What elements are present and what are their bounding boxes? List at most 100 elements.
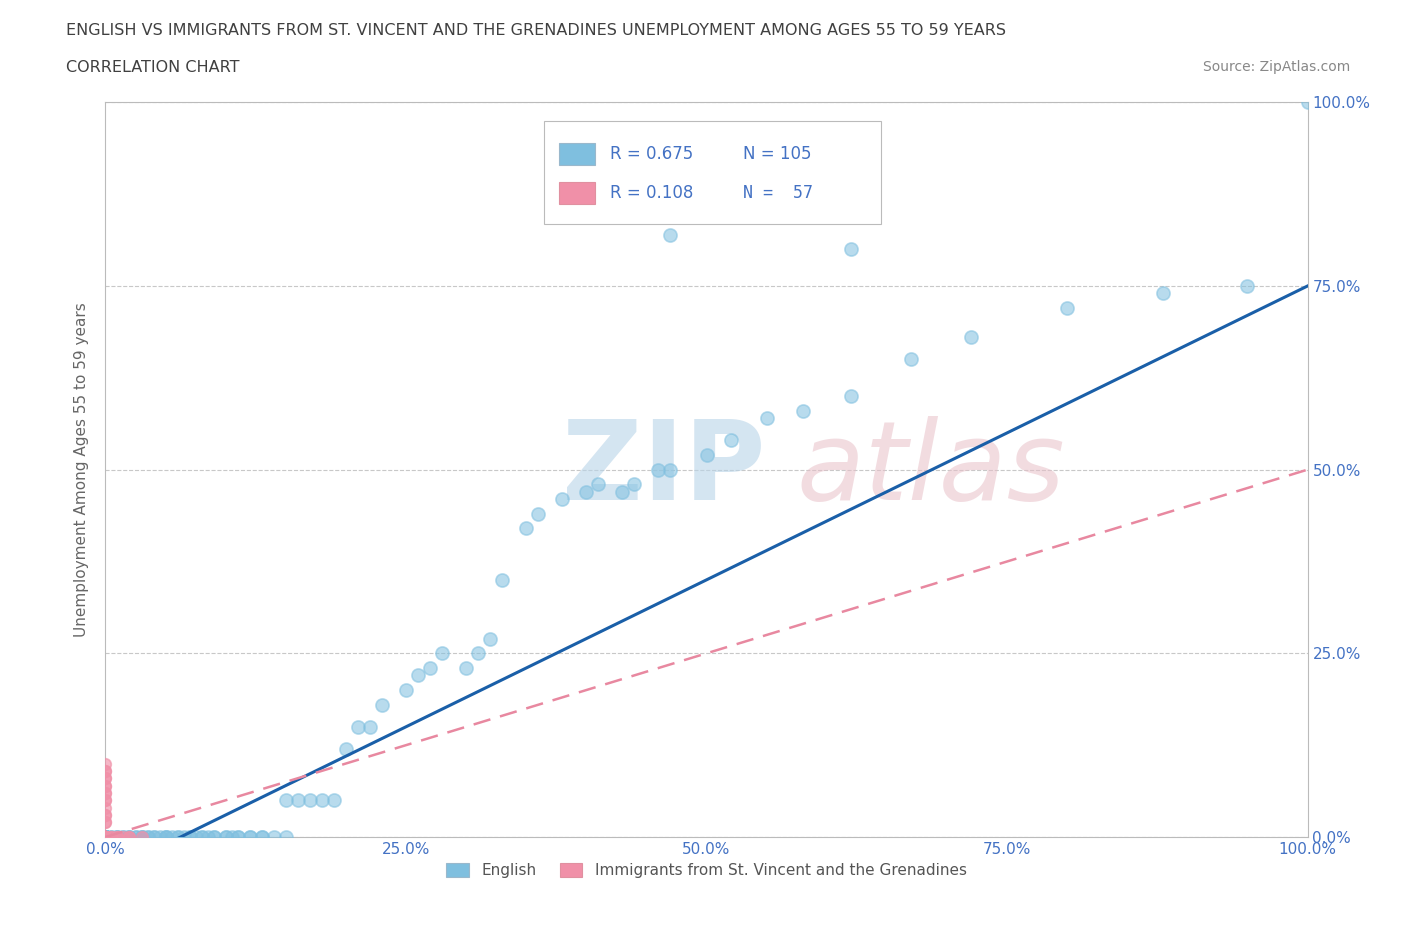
Text: Source: ZipAtlas.com: Source: ZipAtlas.com [1202,60,1350,74]
Point [100,830,122,844]
Point [155,830,177,844]
Point [94,830,117,844]
Point [94,830,117,844]
Point [94,830,117,844]
Point [467,646,489,661]
Point [118,830,141,844]
Point [94,830,117,844]
Text: atlas: atlas [797,416,1066,524]
Point [94,830,117,844]
Point [94,830,117,844]
FancyBboxPatch shape [544,121,880,223]
Point [131,830,153,844]
Point [142,830,165,844]
Y-axis label: Unemployment Among Ages 55 to 59 years: Unemployment Among Ages 55 to 59 years [75,302,90,637]
Point [94,830,117,844]
Text: ZIP: ZIP [562,416,766,524]
Point [100,830,122,844]
Point [371,698,394,712]
Point [94,764,117,778]
Point [142,830,165,844]
Point [250,830,273,844]
Point [94,830,117,844]
Point [647,462,669,477]
Point [94,830,117,844]
Point [214,830,236,844]
Point [118,830,141,844]
Point [839,242,862,257]
Point [659,227,682,242]
Point [94,830,117,844]
Point [419,660,441,675]
Point [131,830,153,844]
Point [527,506,550,521]
Point [94,830,117,844]
Point [94,756,117,771]
Point [792,404,814,418]
Point [202,830,225,844]
Point [94,830,117,844]
Point [623,477,645,492]
Point [347,720,370,735]
Point [107,830,129,844]
Legend: English, Immigrants from St. Vincent and the Grenadines: English, Immigrants from St. Vincent and… [440,857,973,884]
Point [94,792,117,807]
Point [179,830,201,844]
Point [107,830,129,844]
Point [94,786,117,801]
Point [94,830,117,844]
Point [202,830,225,844]
Point [94,771,117,786]
Point [94,830,117,844]
Point [94,830,117,844]
Point [900,352,922,367]
Point [94,830,117,844]
Point [94,830,117,844]
Point [100,830,122,844]
Text: N =  57: N = 57 [742,183,813,202]
Point [588,477,610,492]
Point [1056,300,1078,315]
Point [515,521,537,536]
Point [430,646,453,661]
Point [298,792,321,807]
Point [155,830,177,844]
Point [124,830,146,844]
Point [190,830,212,844]
Point [94,830,117,844]
Point [107,830,129,844]
Point [239,830,262,844]
Point [94,786,117,801]
Point [839,389,862,404]
Bar [558,181,595,204]
Point [179,830,201,844]
Point [94,778,117,793]
Point [274,792,297,807]
Point [94,830,117,844]
Point [118,830,141,844]
Point [197,830,219,844]
Text: R = 0.108: R = 0.108 [610,183,693,202]
Point [100,830,122,844]
Point [696,447,718,462]
Point [94,830,117,844]
Point [94,830,117,844]
Point [173,830,195,844]
Point [1152,286,1174,300]
Point [491,573,513,588]
Point [166,830,188,844]
Point [94,830,117,844]
Point [226,830,249,844]
Point [94,830,117,844]
Point [359,720,381,735]
Point [960,330,983,345]
Point [94,807,117,822]
Point [155,830,177,844]
Point [94,830,117,844]
Point [107,830,129,844]
Point [250,830,273,844]
Point [94,830,117,844]
Point [214,830,236,844]
Point [94,830,117,844]
Point [94,830,117,844]
